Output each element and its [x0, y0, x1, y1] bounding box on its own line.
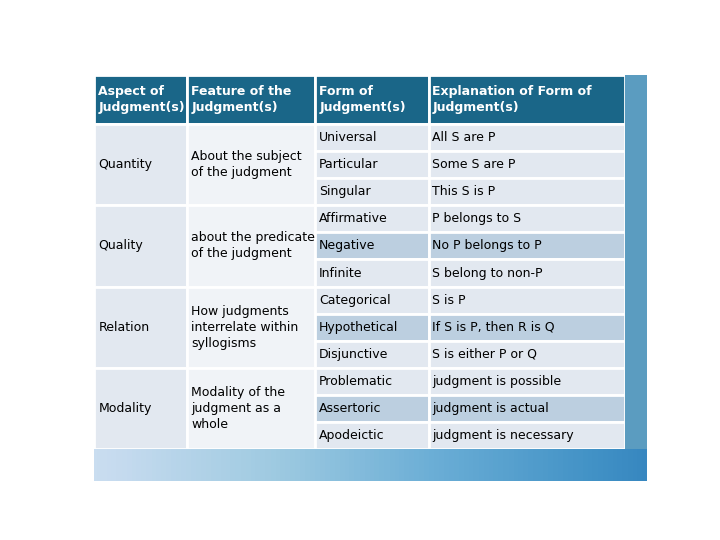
Bar: [315, 151, 428, 178]
Text: Particular: Particular: [319, 158, 379, 171]
Text: Universal: Universal: [319, 131, 378, 144]
Text: Feature of the
Judgment(s): Feature of the Judgment(s): [191, 85, 292, 114]
Bar: [315, 422, 428, 449]
Text: S belong to non-P: S belong to non-P: [433, 267, 543, 280]
Bar: [428, 341, 624, 368]
Text: Disjunctive: Disjunctive: [319, 348, 389, 361]
Bar: [187, 75, 315, 124]
Text: Form of
Judgment(s): Form of Judgment(s): [319, 85, 406, 114]
Bar: [428, 232, 624, 260]
Text: judgment is necessary: judgment is necessary: [433, 429, 574, 442]
Bar: [428, 395, 624, 422]
Bar: [94, 205, 187, 287]
Bar: [315, 341, 428, 368]
Bar: [428, 75, 624, 124]
Text: Hypothetical: Hypothetical: [319, 321, 399, 334]
Text: All S are P: All S are P: [433, 131, 496, 144]
Text: P belongs to S: P belongs to S: [433, 212, 521, 225]
Bar: [315, 205, 428, 232]
Text: Explanation of Form of
Judgment(s): Explanation of Form of Judgment(s): [433, 85, 592, 114]
Bar: [315, 395, 428, 422]
Bar: [187, 205, 315, 287]
Text: How judgments
interrelate within
syllogisms: How judgments interrelate within syllogi…: [191, 305, 298, 350]
Bar: [315, 124, 428, 151]
Text: S is P: S is P: [433, 294, 466, 307]
Text: Negative: Negative: [319, 239, 376, 252]
Bar: [428, 205, 624, 232]
Text: about the predicate
of the judgment: about the predicate of the judgment: [191, 232, 315, 260]
Text: This S is P: This S is P: [433, 185, 495, 198]
Text: judgment is actual: judgment is actual: [433, 402, 549, 415]
Bar: [315, 260, 428, 287]
Bar: [428, 260, 624, 287]
Bar: [187, 287, 315, 368]
Text: Relation: Relation: [99, 321, 150, 334]
Bar: [315, 232, 428, 260]
Bar: [94, 368, 187, 449]
Bar: [187, 124, 315, 205]
Bar: [315, 178, 428, 205]
Bar: [315, 368, 428, 395]
Bar: [428, 422, 624, 449]
Text: Modality of the
judgment as a
whole: Modality of the judgment as a whole: [191, 386, 285, 431]
Text: No P belongs to P: No P belongs to P: [433, 239, 542, 252]
Text: Aspect of
Judgment(s): Aspect of Judgment(s): [99, 85, 185, 114]
Text: Problematic: Problematic: [319, 375, 393, 388]
Text: Modality: Modality: [99, 402, 152, 415]
Bar: [187, 368, 315, 449]
Text: Quality: Quality: [99, 239, 143, 252]
Bar: [94, 75, 187, 124]
Text: Affirmative: Affirmative: [319, 212, 388, 225]
Bar: [315, 75, 428, 124]
Text: Apodeictic: Apodeictic: [319, 429, 385, 442]
Text: About the subject
of the judgment: About the subject of the judgment: [191, 150, 302, 179]
Text: Assertoric: Assertoric: [319, 402, 382, 415]
Bar: [428, 124, 624, 151]
Text: Categorical: Categorical: [319, 294, 391, 307]
Bar: [428, 178, 624, 205]
Bar: [315, 287, 428, 314]
Text: Quantity: Quantity: [99, 158, 153, 171]
Bar: [624, 75, 647, 449]
Text: judgment is possible: judgment is possible: [433, 375, 562, 388]
Bar: [428, 368, 624, 395]
Bar: [315, 314, 428, 341]
Bar: [94, 124, 187, 205]
Bar: [94, 287, 187, 368]
Text: If S is P, then R is Q: If S is P, then R is Q: [433, 321, 555, 334]
Text: S is either P or Q: S is either P or Q: [433, 348, 537, 361]
Bar: [428, 314, 624, 341]
Text: Singular: Singular: [319, 185, 371, 198]
Bar: [428, 151, 624, 178]
Bar: [428, 287, 624, 314]
Text: Some S are P: Some S are P: [433, 158, 516, 171]
Text: Infinite: Infinite: [319, 267, 363, 280]
